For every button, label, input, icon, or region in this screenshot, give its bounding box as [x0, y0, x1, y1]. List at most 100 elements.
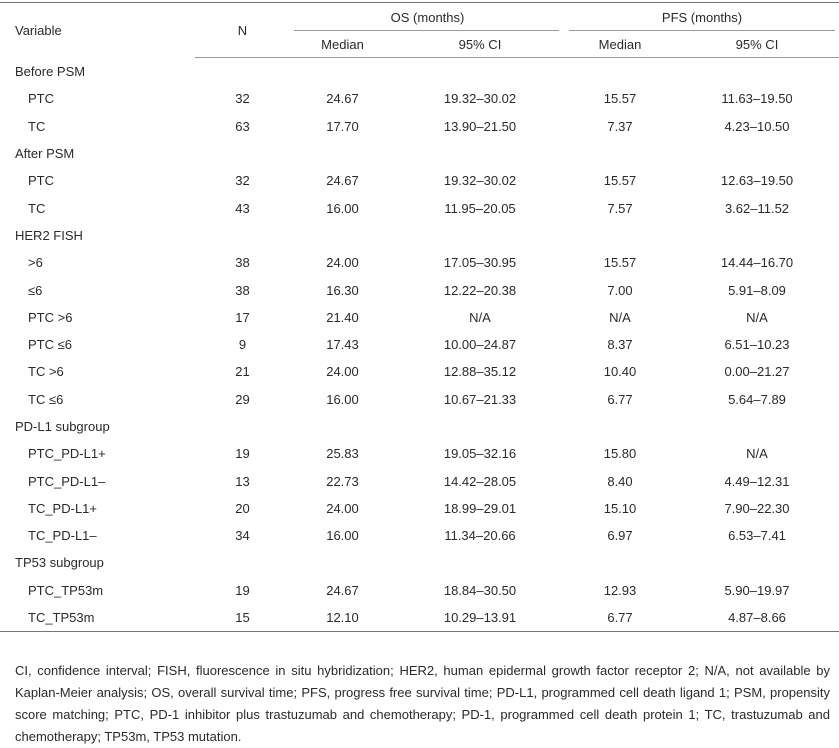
cell-pfs-ci: 7.90–22.30 [724, 500, 790, 516]
table-row: TC_TP53m 15 12.10 10.29–13.91 6.77 4.87–8.66 [0, 604, 839, 632]
header-variable: Variable [15, 22, 62, 38]
cell-pfs-ci: 11.63–19.50 [721, 91, 793, 107]
cell-label: >6 [28, 255, 43, 271]
cell-os-ci: 14.42–28.05 [443, 473, 517, 489]
section-row: Before PSM [0, 58, 839, 86]
cell-pfs-median: 7.57 [607, 200, 633, 216]
cell-label: PTC_PD-L1+ [28, 446, 106, 462]
cell-n: 38 [235, 255, 250, 271]
section-row: After PSM [0, 140, 839, 167]
table-row: >6 38 24.00 17.05–30.95 15.57 14.44–16.70 [0, 249, 839, 276]
cell-n: 9 [238, 337, 247, 353]
cell-pfs-ci: 12.63–19.50 [720, 173, 794, 189]
cell-pfs-ci: 5.91–8.09 [728, 282, 786, 298]
cell-os-median: 16.00 [326, 391, 359, 407]
cell-pfs-median: 12.93 [603, 582, 637, 598]
cell-os-ci: 12.88–35.12 [443, 364, 517, 380]
cell-os-median: 24.67 [326, 91, 359, 107]
section-label: HER2 FISH [15, 227, 83, 243]
cell-label: PTC_PD-L1– [28, 473, 106, 489]
cell-pfs-ci: 3.62–11.52 [724, 200, 790, 216]
cell-n: 20 [235, 500, 250, 516]
cell-n: 17 [235, 309, 250, 325]
cell-os-ci: 18.84–30.50 [443, 582, 517, 598]
cell-n: 63 [235, 118, 250, 134]
cell-n: 19 [235, 446, 250, 462]
table-row: ≤6 38 16.30 12.22–20.38 7.00 5.91–8.09 [0, 276, 839, 303]
cell-os-median: 21.40 [326, 309, 359, 325]
cell-label: ≤6 [28, 282, 43, 298]
cell-os-ci: 19.32–30.02 [443, 91, 517, 107]
section-row: PD-L1 subgroup [0, 413, 839, 440]
table-row: PTC >6 17 21.40 N/A N/A N/A [0, 304, 839, 331]
cell-label: TC_PD-L1+ [28, 500, 97, 516]
cell-os-ci: N/A [469, 309, 491, 325]
header-pfs-group: PFS (months) [565, 3, 839, 31]
cell-os-median: 22.73 [326, 473, 359, 489]
table-row: TC 43 16.00 11.95–20.05 7.57 3.62–11.52 [0, 194, 839, 221]
cell-pfs-ci: 5.90–19.97 [724, 582, 790, 598]
section-row: TP53 subgroup [0, 549, 839, 576]
cell-label: PTC_TP53m [28, 582, 104, 598]
cell-os-ci: 11.34–20.66 [444, 528, 516, 544]
cell-label: PTC ≤6 [28, 337, 72, 353]
survival-table: Variable N OS (months) PFS (months) Medi… [0, 2, 839, 633]
cell-os-median: 24.67 [326, 173, 359, 189]
cell-n: 32 [235, 91, 250, 107]
table-row: TC ≤6 29 16.00 10.67–21.33 6.77 5.64–7.89 [0, 386, 839, 413]
cell-pfs-median: 15.80 [603, 446, 637, 462]
cell-label: PTC [28, 91, 54, 107]
cell-os-median: 25.83 [326, 446, 359, 462]
cell-pfs-median: 6.97 [607, 528, 633, 544]
cell-n: 13 [235, 473, 250, 489]
cell-os-ci: 10.29–13.91 [443, 610, 517, 626]
cell-os-median: 17.43 [326, 337, 359, 353]
header-pfs-ci: 95% CI [675, 31, 839, 58]
cell-label: PTC >6 [28, 309, 73, 325]
os-group-label: OS (months) [390, 9, 465, 25]
cell-pfs-ci: N/A [746, 446, 768, 462]
cell-pfs-ci: 5.64–7.89 [728, 391, 786, 407]
cell-n: 19 [235, 582, 250, 598]
cell-pfs-ci: 4.87–8.66 [728, 610, 786, 626]
section-label: Before PSM [15, 64, 86, 80]
cell-pfs-ci: 6.51–10.23 [724, 337, 790, 353]
cell-pfs-median: 8.40 [607, 473, 633, 489]
table-row: TC_PD-L1– 34 16.00 11.34–20.66 6.97 6.53–7.41 [0, 522, 839, 549]
table-row: PTC 32 24.67 19.32–30.02 15.57 11.63–19.50 [0, 85, 839, 112]
cell-pfs-median: 15.57 [603, 91, 637, 107]
cell-os-ci: 10.00–24.87 [443, 337, 517, 353]
cell-label: TC [28, 118, 46, 134]
cell-pfs-ci: 0.00–21.27 [724, 364, 790, 380]
cell-pfs-ci: 4.23–10.50 [724, 118, 790, 134]
section-label: After PSM [15, 146, 75, 162]
cell-pfs-ci: N/A [746, 309, 768, 325]
cell-pfs-median: 7.37 [607, 118, 633, 134]
cell-os-median: 16.00 [326, 528, 359, 544]
cell-label: TC [28, 200, 46, 216]
cell-os-ci: 17.05–30.95 [443, 255, 517, 271]
table-footnote: CI, confidence interval; FISH, fluoresce… [15, 663, 830, 744]
cell-pfs-median: 15.10 [603, 500, 637, 516]
cell-os-ci: 13.90–21.50 [443, 118, 517, 134]
header-os-group: OS (months) [290, 3, 565, 31]
cell-n: 34 [235, 528, 250, 544]
cell-os-median: 16.30 [326, 282, 359, 298]
section-label: PD-L1 subgroup [15, 419, 110, 434]
cell-pfs-median: N/A [609, 309, 631, 325]
cell-pfs-median: 7.00 [607, 282, 633, 298]
cell-os-ci: 19.32–30.02 [443, 173, 517, 189]
cell-os-ci: 18.99–29.01 [443, 500, 517, 516]
cell-n: 21 [235, 364, 250, 380]
table-row: PTC_TP53m 19 24.67 18.84–30.50 12.93 5.90–19.… [0, 577, 839, 604]
cell-os-median: 16.00 [326, 200, 359, 216]
cell-pfs-median: 15.57 [603, 173, 637, 189]
table-body: Before PSM PTC 32 24.67 19.32–30.02 15.57 11.6… [0, 58, 839, 632]
cell-os-ci: 19.05–32.16 [443, 446, 517, 462]
cell-pfs-ci: 14.44–16.70 [720, 255, 794, 271]
cell-os-ci: 11.95–20.05 [444, 200, 516, 216]
cell-pfs-median: 6.77 [607, 391, 633, 407]
cell-os-median: 24.00 [326, 364, 359, 380]
cell-n: 43 [235, 200, 250, 216]
cell-os-ci: 10.67–21.33 [443, 391, 517, 407]
